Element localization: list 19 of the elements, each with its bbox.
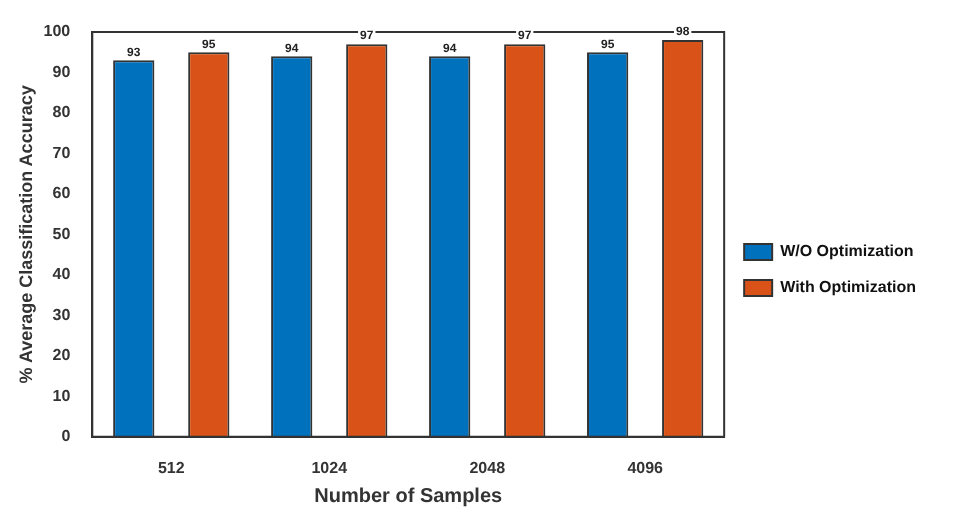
x-tick-label: 2048 bbox=[469, 458, 507, 477]
y-tick-label: 90 bbox=[52, 62, 72, 81]
y-tick-label: 40 bbox=[52, 265, 72, 284]
y-tick-label: 70 bbox=[52, 143, 72, 162]
y-tick-label: 0 bbox=[61, 427, 72, 446]
y-axis-title: % Average Classification Accuracy bbox=[15, 85, 36, 384]
x-tick-label: 4096 bbox=[627, 458, 665, 477]
y-tick-label: 60 bbox=[52, 184, 72, 203]
x-tick-label: 1024 bbox=[311, 458, 349, 477]
y-tick-label: 100 bbox=[43, 22, 72, 41]
y-tick-label: 30 bbox=[52, 305, 72, 324]
legend-label: With Optimization bbox=[780, 278, 917, 297]
x-tick-label: 512 bbox=[157, 458, 186, 477]
y-tick-label: 20 bbox=[52, 346, 72, 365]
x-axis-title: Number of Samples bbox=[314, 485, 504, 508]
y-tick-label: 10 bbox=[52, 386, 72, 405]
legend-label: W/O Optimization bbox=[780, 242, 914, 261]
y-tick-label: 50 bbox=[52, 224, 72, 243]
y-tick-label: 80 bbox=[52, 103, 72, 122]
